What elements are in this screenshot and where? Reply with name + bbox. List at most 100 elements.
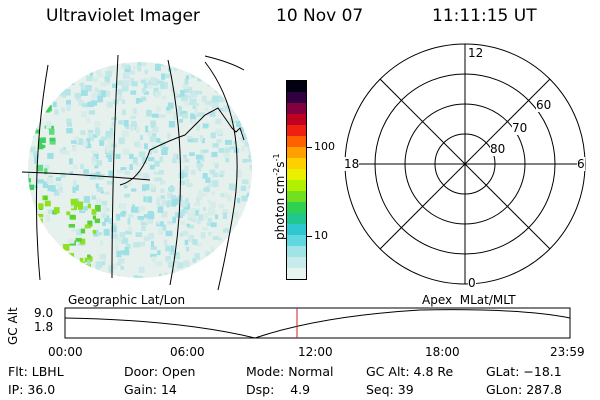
emission-pixel — [28, 118, 29, 125]
emission-pixel — [125, 126, 130, 129]
emission-pixel — [132, 204, 135, 209]
emission-pixel — [102, 62, 108, 66]
emission-pixel — [93, 153, 99, 160]
emission-pixel — [209, 259, 213, 266]
emission-pixel — [244, 141, 250, 147]
emission-pixel — [47, 185, 54, 192]
emission-pixel — [95, 67, 102, 75]
emission-pixel — [49, 64, 54, 69]
emission-pixel — [156, 106, 161, 112]
emission-pixel — [131, 120, 137, 126]
emission-pixel — [252, 246, 255, 250]
emission-pixel — [108, 156, 113, 162]
emission-pixel — [120, 167, 127, 171]
emission-pixel — [83, 169, 89, 174]
emission-pixel — [201, 155, 205, 162]
emission-pixel — [215, 214, 219, 220]
emission-pixel — [186, 135, 193, 141]
intensity-colorbar — [286, 80, 307, 280]
dsp-status: Dsp: 4.9 — [246, 382, 310, 397]
emission-pixel — [127, 214, 134, 218]
emission-pixel — [191, 138, 199, 143]
emission-pixel — [177, 213, 183, 218]
emission-pixel — [80, 164, 84, 169]
emission-pixel — [154, 92, 160, 98]
emission-pixel — [156, 198, 161, 203]
emission-pixel — [253, 59, 259, 62]
emission-pixel — [120, 211, 126, 217]
emission-pixel — [130, 78, 135, 84]
emission-pixel — [159, 180, 166, 185]
emission-pixel — [62, 244, 70, 251]
meridian-line — [111, 54, 119, 279]
emission-pixel — [211, 62, 216, 67]
emission-pixel — [114, 238, 121, 244]
emission-pixel — [144, 69, 148, 75]
emission-pixel — [197, 166, 202, 171]
emission-pixel — [133, 275, 139, 278]
emission-pixel — [49, 137, 56, 142]
emission-pixel — [185, 268, 191, 274]
gc-alt-tick-low: 1.8 — [34, 320, 54, 334]
emission-pixel — [66, 105, 71, 112]
emission-pixel — [62, 75, 69, 82]
emission-pixel — [84, 264, 91, 271]
emission-pixel — [211, 151, 218, 158]
emission-pixel — [237, 240, 243, 248]
emission-pixel — [38, 144, 44, 150]
emission-pixel — [129, 164, 133, 170]
emission-pixel — [28, 274, 33, 278]
observation-time: 11:11:15 UT — [432, 6, 537, 26]
emission-pixel — [254, 106, 260, 112]
emission-pixel — [149, 136, 157, 143]
emission-pixel — [167, 132, 171, 140]
emission-pixel — [100, 190, 104, 194]
emission-pixel — [124, 65, 131, 73]
gc-alt-label: GC Alt: — [366, 364, 410, 379]
colorbar-tick-100: 100 — [314, 140, 335, 153]
emission-pixel — [150, 253, 157, 258]
emission-pixel — [208, 280, 213, 286]
time-tick-0600: 06:00 — [170, 345, 205, 359]
emission-pixel — [191, 208, 197, 215]
emission-pixel — [91, 92, 98, 99]
emission-pixel — [74, 136, 79, 144]
emission-pixel — [237, 242, 243, 248]
emission-pixel — [128, 181, 132, 186]
emission-pixel — [196, 125, 200, 131]
emission-pixel — [214, 164, 219, 169]
emission-pixel — [58, 186, 64, 193]
emission-pixel — [211, 180, 219, 188]
emission-pixel — [250, 132, 252, 136]
emission-pixel — [189, 152, 195, 156]
emission-pixel — [211, 191, 216, 196]
emission-pixel — [219, 95, 226, 103]
emission-pixel — [252, 284, 259, 291]
emission-pixel — [141, 157, 147, 164]
colorbar-unit-label: photon cm-2s-1 — [272, 153, 287, 240]
emission-pixel — [129, 228, 133, 232]
emission-pixel — [245, 103, 252, 110]
emission-pixel — [202, 173, 208, 179]
emission-pixel — [197, 208, 201, 213]
gc-alt-value: 4.8 Re — [413, 364, 454, 379]
emission-pixel — [236, 103, 243, 109]
emission-pixel — [95, 261, 103, 269]
glon-value: 287.8 — [526, 382, 562, 397]
latitude-line — [21, 171, 151, 181]
emission-pixel — [208, 273, 214, 278]
emission-pixel — [43, 235, 50, 240]
emission-pixel — [28, 266, 29, 273]
emission-pixel — [179, 180, 185, 186]
emission-pixel — [159, 156, 164, 163]
emission-pixel — [166, 108, 172, 114]
emission-pixel — [66, 62, 72, 67]
emission-pixel — [129, 153, 134, 159]
emission-pixel — [73, 184, 79, 191]
emission-pixel — [201, 95, 207, 103]
emission-pixel — [186, 95, 192, 99]
emission-pixel — [89, 72, 93, 76]
emission-pixel — [246, 62, 252, 67]
emission-pixel — [87, 203, 91, 209]
mode-value: Normal — [288, 364, 334, 379]
